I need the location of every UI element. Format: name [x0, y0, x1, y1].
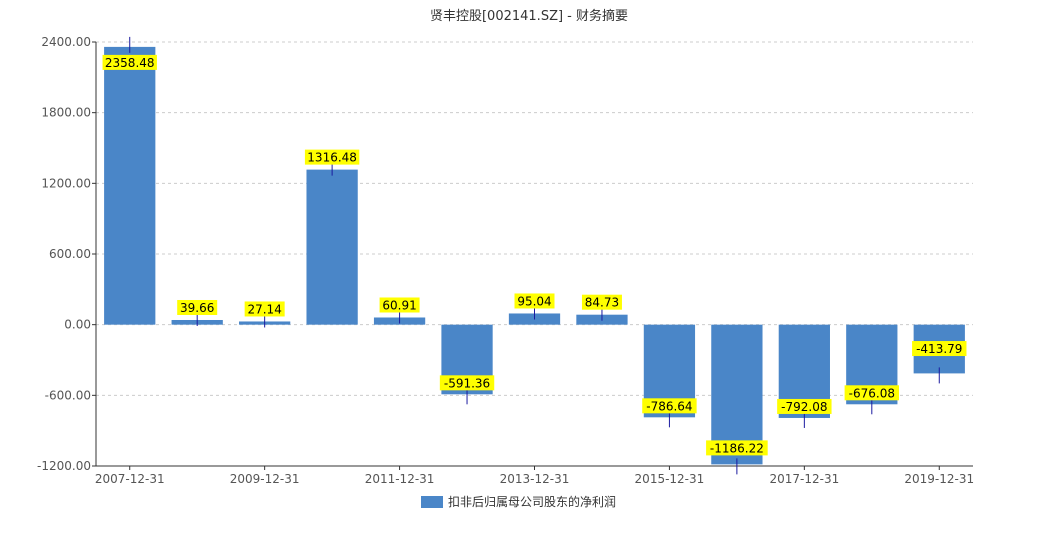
grid-lines	[96, 41, 973, 396]
y-tick-label: 600.00	[49, 247, 91, 261]
x-tick-label: 2007-12-31	[95, 472, 165, 486]
bar[interactable]	[306, 169, 358, 325]
data-label: 2358.48	[105, 56, 155, 70]
y-tick-label: -1200.00	[37, 459, 91, 473]
data-label: 95.04	[517, 294, 551, 308]
bar[interactable]	[104, 46, 156, 325]
data-label-bg	[581, 294, 622, 310]
data-label: -786.64	[646, 399, 692, 413]
data-labels: 2358.48 39.66 27.14 1316.48 60.91 -591.36 95.0…	[102, 36, 967, 475]
chart-title: 贤丰控股[002141.SZ] - 财务摘要	[430, 8, 628, 24]
data-label-bg	[912, 341, 967, 357]
data-label-bg	[177, 299, 218, 315]
y-tick-label: -600.00	[45, 388, 91, 402]
y-tick-label: 1800.00	[41, 106, 91, 120]
data-label-bg	[244, 301, 285, 317]
x-tick-label: 2017-12-31	[769, 472, 839, 486]
x-tick-label: 2015-12-31	[635, 472, 705, 486]
data-label-bg	[844, 385, 900, 401]
x-tick-label: 2019-12-31	[904, 472, 974, 486]
legend-swatch	[421, 496, 443, 508]
data-label-bg	[439, 375, 495, 391]
legend[interactable]: 扣非后归属母公司股东的净利润	[421, 494, 616, 509]
x-tick-label: 2013-12-31	[500, 472, 570, 486]
data-label: 1316.48	[307, 151, 357, 165]
data-label: 39.66	[180, 301, 214, 315]
data-label-bg	[706, 440, 768, 456]
data-label-bg	[102, 54, 157, 70]
data-label: 60.91	[382, 298, 416, 312]
y-tick-label: 0.00	[64, 318, 91, 332]
data-label-bg	[304, 149, 360, 165]
data-label: -591.36	[444, 376, 490, 390]
y-tick-label: 2400.00	[41, 35, 91, 49]
data-label-bg	[642, 398, 697, 414]
data-label: 27.14	[247, 302, 281, 316]
x-tick-label: 2009-12-31	[230, 472, 300, 486]
data-label-bg	[514, 293, 555, 309]
data-label-bg	[379, 297, 420, 313]
bars	[104, 46, 965, 465]
legend-label: 扣非后归属母公司股东的净利润	[448, 494, 616, 509]
y-tick-label: 1200.00	[41, 176, 91, 190]
data-label-bg	[777, 398, 832, 414]
axes: 2400.00 1800.00 1200.00 600.00 0.00 -600.00 -1…	[37, 35, 974, 486]
data-label: -792.08	[781, 400, 827, 414]
x-tick-label: 2011-12-31	[365, 472, 435, 486]
data-label: -413.79	[916, 342, 962, 356]
data-label: -1186.22	[710, 441, 764, 455]
data-label: 84.73	[585, 296, 619, 310]
data-label: -676.08	[849, 386, 895, 400]
